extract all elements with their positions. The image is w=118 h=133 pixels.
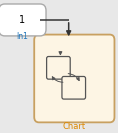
FancyBboxPatch shape <box>62 76 86 99</box>
Text: Chart: Chart <box>63 122 86 131</box>
Text: In1: In1 <box>17 32 28 41</box>
Text: 1: 1 <box>19 15 25 25</box>
FancyBboxPatch shape <box>34 35 114 122</box>
FancyBboxPatch shape <box>0 4 46 36</box>
